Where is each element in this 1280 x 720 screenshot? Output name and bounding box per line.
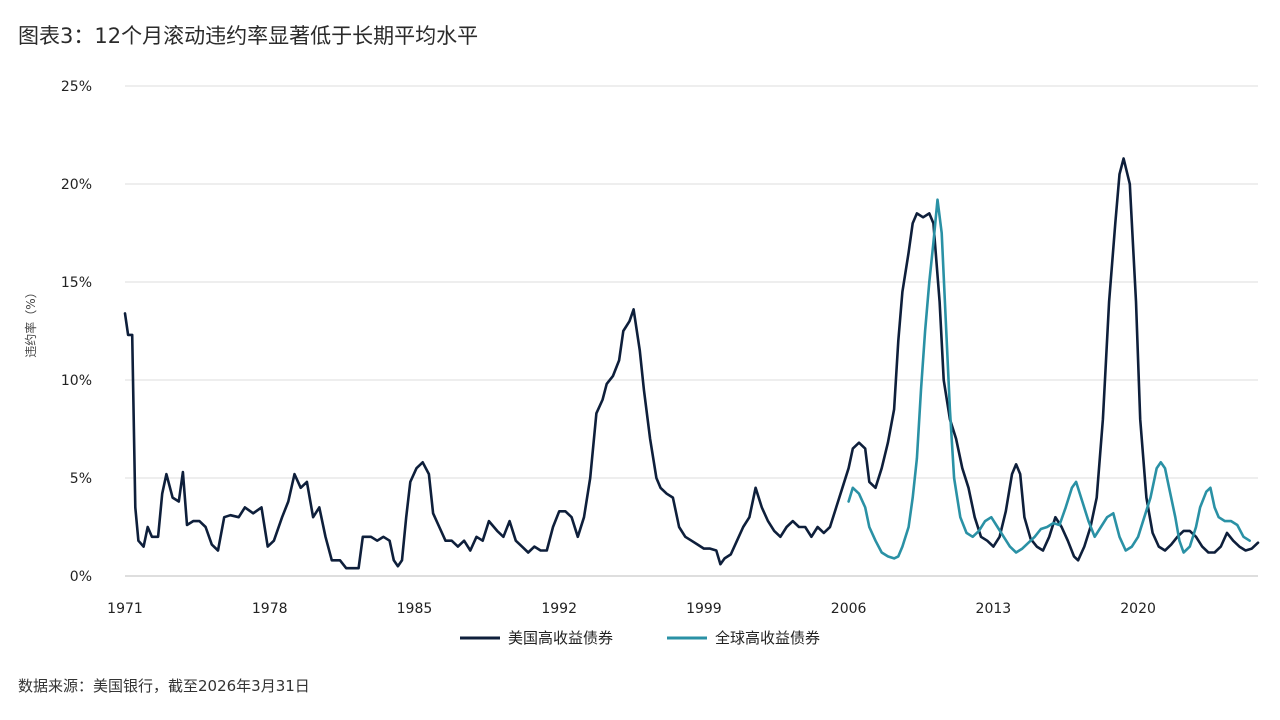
x-tick-label: 2013 [976, 601, 1012, 617]
x-tick-label: 2006 [831, 601, 867, 617]
x-tick-label: 1978 [252, 601, 288, 617]
x-tick-label: 1971 [107, 601, 143, 617]
global-high-yield-line [847, 198, 1251, 560]
legend-item-global: 全球高收益债券 [667, 629, 820, 647]
legend-label: 全球高收益债券 [715, 629, 820, 647]
y-tick-label: 5% [70, 471, 92, 487]
legend-label: 美国高收益债券 [508, 629, 613, 647]
y-tick-label: 10% [61, 373, 92, 389]
x-tick-label: 1985 [397, 601, 433, 617]
y-axis-ticks: 0% 5% 10% 15% 20% 25% [61, 79, 92, 585]
x-tick-label: 1999 [686, 601, 722, 617]
x-tick-label: 1992 [541, 601, 577, 617]
gridlines [125, 85, 1258, 577]
series-lines [123, 157, 1260, 570]
chart-title: 图表3：12个月滚动违约率显著低于长期平均水平 [18, 24, 479, 48]
legend-item-us: 美国高收益债券 [460, 629, 613, 647]
legend: 美国高收益债券 全球高收益债券 [460, 629, 820, 647]
x-tick-label: 2020 [1120, 601, 1156, 617]
y-axis-label: 违约率（%） [23, 286, 38, 357]
y-tick-label: 15% [61, 275, 92, 291]
y-tick-label: 25% [61, 79, 92, 95]
x-axis-ticks: 1971 1978 1985 1992 1999 2006 2013 2020 [107, 601, 1156, 617]
data-source-note: 数据来源：美国银行，截至2026年3月31日 [18, 677, 310, 695]
y-tick-label: 20% [61, 177, 92, 193]
us-high-yield-line [123, 157, 1260, 570]
y-tick-label: 0% [70, 569, 92, 585]
